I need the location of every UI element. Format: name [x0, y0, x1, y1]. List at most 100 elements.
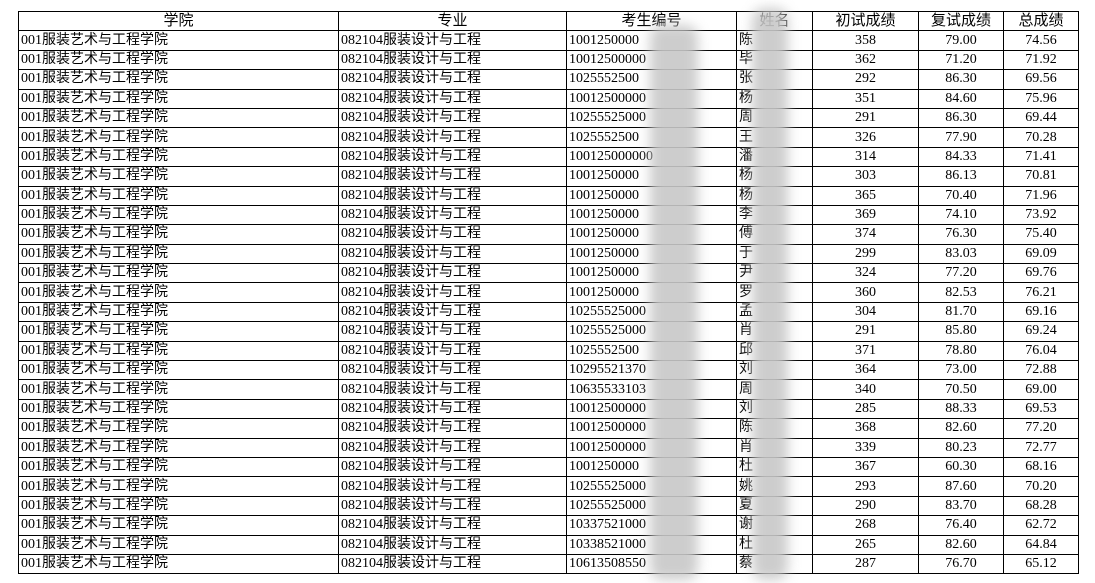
table-cell: 69.16 [1003, 301, 1079, 323]
table-cell: 268 [812, 515, 919, 536]
table-cell: 75.96 [1003, 88, 1079, 109]
table-cell: 292 [812, 69, 919, 90]
column-header: 初试成绩 [812, 10, 919, 32]
table-cell: 369 [812, 204, 919, 226]
table-cell: 082104服装设计与工程 [338, 398, 567, 420]
table-cell: 001服装艺术与工程学院 [18, 379, 339, 400]
table-cell: 082104服装设计与工程 [338, 340, 567, 362]
table-cell: 371 [812, 340, 919, 362]
table-cell: 082104服装设计与工程 [338, 360, 567, 381]
table-cell: 87.60 [918, 476, 1004, 497]
table-cell: 68.28 [1003, 495, 1079, 517]
table-cell: 082104服装设计与工程 [338, 534, 567, 555]
table-cell: 001服装艺术与工程学院 [18, 166, 339, 187]
table-cell: 001服装艺术与工程学院 [18, 204, 339, 226]
table-cell: 88.33 [918, 398, 1004, 420]
table-row: 001服装艺术与工程学院 082104服装设计与工程 10012500000 陈 368… [18, 418, 1079, 439]
table-cell: 304 [812, 301, 919, 323]
table-cell: 72.77 [1003, 437, 1079, 458]
table-cell: 314 [812, 146, 919, 168]
table-cell: 303 [812, 166, 919, 187]
table-cell: 71.92 [1003, 49, 1079, 71]
table-cell: 68.16 [1003, 456, 1079, 478]
table-row: 001服装艺术与工程学院 082104服装设计与工程 10012500000 肖 339… [18, 437, 1079, 458]
table-cell: 360 [812, 282, 919, 303]
table-row: 001服装艺术与工程学院 082104服装设计与工程 10012500000 毕 362… [18, 49, 1079, 71]
table-cell: 77.90 [918, 127, 1004, 148]
table-row: 001服装艺术与工程学院 082104服装设计与工程 1025552500 王 326 7… [18, 127, 1079, 148]
column-header: 专业 [338, 10, 567, 32]
table-cell: 75.40 [1003, 224, 1079, 245]
table-cell: 368 [812, 418, 919, 439]
table-cell: 83.03 [918, 243, 1004, 265]
table-cell: 69.44 [1003, 107, 1079, 129]
table-cell: 082104服装设计与工程 [338, 301, 567, 323]
table-cell: 082104服装设计与工程 [338, 30, 567, 51]
table-cell: 365 [812, 185, 919, 206]
table-cell: 70.20 [1003, 476, 1079, 497]
column-header: 学院 [18, 10, 339, 32]
table-cell: 082104服装设计与工程 [338, 185, 567, 206]
column-header: 总成绩 [1003, 10, 1079, 32]
table-cell: 082104服装设计与工程 [338, 282, 567, 303]
table-row: 001服装艺术与工程学院 082104服装设计与工程 1001250000 傅 374 7… [18, 224, 1079, 245]
table-row: 001服装艺术与工程学院 082104服装设计与工程 1001250000 陈 358 7… [18, 30, 1079, 51]
table-cell: 082104服装设计与工程 [338, 379, 567, 400]
table-cell: 001服装艺术与工程学院 [18, 301, 339, 323]
table-cell: 082104服装设计与工程 [338, 263, 567, 284]
column-header: 考生编号 [566, 10, 737, 32]
table-cell: 76.04 [1003, 340, 1079, 362]
table-row: 001服装艺术与工程学院 082104服装设计与工程 1025552500 张 292 8… [18, 69, 1079, 90]
table-row: 001服装艺术与工程学院 082104服装设计与工程 10338521000 杜 265… [18, 534, 1079, 555]
table-cell: 62.72 [1003, 515, 1079, 536]
table-cell: 76.30 [918, 224, 1004, 245]
table-cell: 69.76 [1003, 263, 1079, 284]
table-cell: 291 [812, 107, 919, 129]
table-cell: 76.40 [918, 515, 1004, 536]
table-row: 001服装艺术与工程学院 082104服装设计与工程 1025552500 邱 371 7… [18, 340, 1079, 362]
table-row: 001服装艺术与工程学院 082104服装设计与工程 10255525000 肖 291… [18, 321, 1079, 342]
table-cell: 84.60 [918, 88, 1004, 109]
table-cell: 001服装艺术与工程学院 [18, 534, 339, 555]
table-cell: 001服装艺术与工程学院 [18, 321, 339, 342]
table-cell: 001服装艺术与工程学院 [18, 146, 339, 168]
table-cell: 74.56 [1003, 30, 1079, 51]
table-row: 001服装艺术与工程学院 082104服装设计与工程 1001250000 尹 324 7… [18, 263, 1079, 284]
table-cell: 082104服装设计与工程 [338, 49, 567, 71]
table-cell: 69.24 [1003, 321, 1079, 342]
table-row: 001服装艺术与工程学院 082104服装设计与工程 1001250000 于 299 8… [18, 243, 1079, 265]
table-cell: 001服装艺术与工程学院 [18, 107, 339, 129]
table-cell: 71.20 [918, 49, 1004, 71]
table-cell: 082104服装设计与工程 [338, 224, 567, 245]
table-cell: 64.84 [1003, 534, 1079, 555]
table-cell: 001服装艺术与工程学院 [18, 495, 339, 517]
table-cell: 082104服装设计与工程 [338, 243, 567, 265]
table-cell: 84.33 [918, 146, 1004, 168]
table-cell: 60.30 [918, 456, 1004, 478]
table-cell: 082104服装设计与工程 [338, 146, 567, 168]
table-cell: 001服装艺术与工程学院 [18, 515, 339, 536]
table-cell: 082104服装设计与工程 [338, 553, 567, 575]
table-cell: 082104服装设计与工程 [338, 476, 567, 497]
table-cell: 001服装艺术与工程学院 [18, 340, 339, 362]
table-row: 001服装艺术与工程学院 082104服装设计与工程 1001250000 杨 365 7… [18, 185, 1079, 206]
table-cell: 85.80 [918, 321, 1004, 342]
table-cell: 001服装艺术与工程学院 [18, 418, 339, 439]
table-cell: 82.60 [918, 418, 1004, 439]
table-cell: 71.96 [1003, 185, 1079, 206]
table-cell: 001服装艺术与工程学院 [18, 224, 339, 245]
table-cell: 69.09 [1003, 243, 1079, 265]
table-cell: 340 [812, 379, 919, 400]
table-cell: 001服装艺术与工程学院 [18, 282, 339, 303]
table-cell: 082104服装设计与工程 [338, 204, 567, 226]
table-cell: 265 [812, 534, 919, 555]
table-row: 001服装艺术与工程学院 082104服装设计与工程 10255525000 周 291… [18, 107, 1079, 129]
table-row: 001服装艺术与工程学院 082104服装设计与工程 100125000000 潘 31… [18, 146, 1079, 168]
table-cell: 082104服装设计与工程 [338, 456, 567, 478]
table-cell: 082104服装设计与工程 [338, 437, 567, 458]
table-row: 001服装艺术与工程学院 082104服装设计与工程 10255525000 姚 293… [18, 476, 1079, 497]
table-row: 001服装艺术与工程学院 082104服装设计与工程 10635533103 周 340… [18, 379, 1079, 400]
table-cell: 367 [812, 456, 919, 478]
table-cell: 001服装艺术与工程学院 [18, 263, 339, 284]
table-cell: 86.30 [918, 107, 1004, 129]
